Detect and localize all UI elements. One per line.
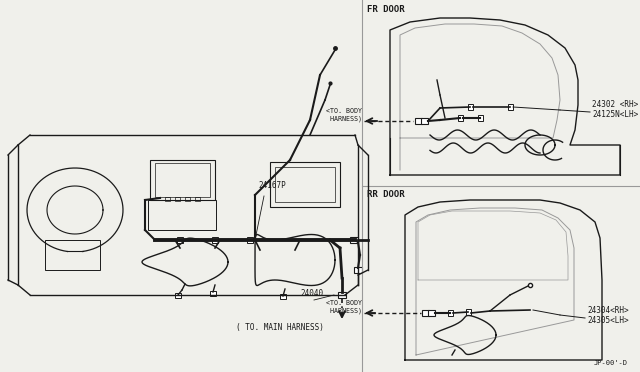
Bar [280,294,286,299]
Bar [275,167,335,202]
Bar [212,237,218,243]
Bar [466,309,471,315]
Bar [422,310,429,316]
Text: 24040: 24040 [300,289,323,298]
Text: <TO. BODY
 HARNESS): <TO. BODY HARNESS) [326,108,362,122]
Text: JP-00'-D: JP-00'-D [594,360,628,366]
Bar [350,237,358,243]
Bar [468,104,473,110]
Bar [150,160,215,200]
Bar [354,267,362,273]
Text: FR DOOR: FR DOOR [367,5,404,14]
Bar [428,310,435,316]
Bar [247,237,253,243]
Bar [458,115,463,121]
Bar [508,104,513,110]
Bar [165,197,170,201]
Bar [421,118,428,124]
Bar [195,197,200,201]
Bar [45,240,100,270]
Bar [155,163,210,197]
Text: 24167P: 24167P [258,181,285,190]
Bar [338,292,346,298]
Text: ( TO. MAIN HARNESS): ( TO. MAIN HARNESS) [236,323,324,332]
Text: <TO. BODY
 HARNESS): <TO. BODY HARNESS) [326,300,362,314]
Bar [148,200,216,230]
Text: 24302 <RH>: 24302 <RH> [592,100,638,109]
Bar [177,237,183,243]
Bar [175,197,180,201]
Bar [210,291,216,296]
Text: 24305<LH>: 24305<LH> [587,316,628,325]
Bar [415,118,422,124]
Bar [478,115,483,121]
Text: 24304<RH>: 24304<RH> [587,306,628,315]
Bar [448,310,453,316]
Bar [175,293,181,298]
Text: RR DOOR: RR DOOR [367,190,404,199]
Text: 24125N<LH>: 24125N<LH> [592,110,638,119]
Bar [270,162,340,207]
Bar [185,197,190,201]
